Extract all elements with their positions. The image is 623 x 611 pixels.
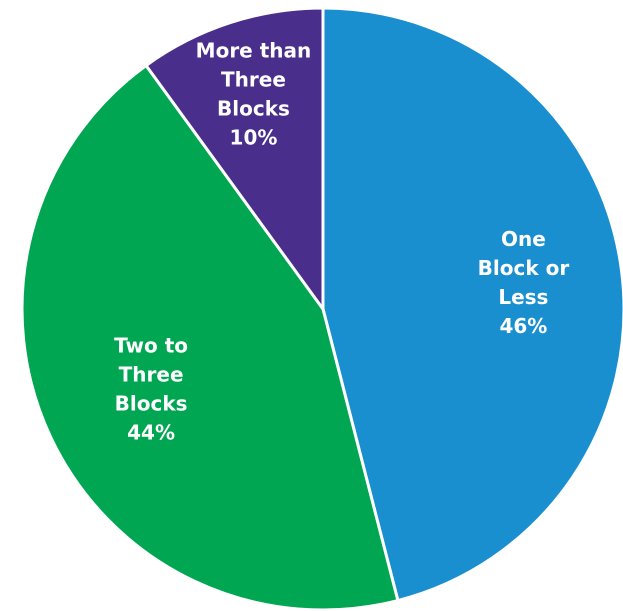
slices-layer [20, 6, 623, 611]
slice-name-line: Block or [478, 256, 570, 280]
slice-label-two-to-three-blocks: Two to Three Blocks 44% [114, 333, 188, 444]
slice-value-label: 10% [230, 125, 278, 149]
slice-two-to-three-blocks [20, 63, 400, 611]
slice-name-line: Blocks [115, 391, 188, 415]
slice-label-more-than-three-blocks: More than Three Blocks 10% [196, 38, 312, 149]
slice-name-line: Blocks [217, 96, 290, 120]
slice-name-line: One [501, 227, 546, 251]
slice-name-line: Less [498, 285, 548, 309]
slice-name-line: Three [119, 362, 184, 386]
slice-value-label: 46% [499, 314, 547, 338]
slice-value-label: 44% [127, 420, 175, 444]
slice-more-than-three-blocks [144, 6, 325, 311]
slice-name-line: More than [196, 38, 312, 62]
slice-label-one-block-or-less: One Block or Less 46% [478, 227, 570, 338]
slice-name-line: Two to [114, 333, 188, 357]
labels-layer: One Block or Less 46% Two to Three Blocks 44% Mo… [114, 38, 569, 444]
slice-name-line: Three [221, 67, 286, 91]
slice-one-block-or-less [321, 6, 623, 603]
